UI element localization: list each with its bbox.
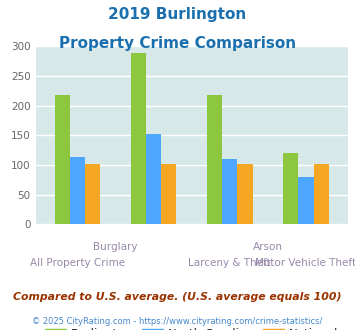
Bar [283,152,298,224]
Text: Larceny & Theft: Larceny & Theft [189,258,271,268]
Bar [146,134,161,224]
Bar [207,95,222,224]
Bar [70,157,85,224]
Bar [222,159,237,224]
Text: Motor Vehicle Theft: Motor Vehicle Theft [256,258,355,268]
Bar [313,164,329,224]
Bar [55,95,70,224]
Bar [85,164,100,224]
Text: Burglary: Burglary [93,243,138,252]
Bar [131,53,146,224]
Text: All Property Crime: All Property Crime [30,258,125,268]
Bar [237,164,253,224]
Bar [161,164,176,224]
Text: Property Crime Comparison: Property Crime Comparison [59,36,296,51]
Bar [298,178,313,224]
Text: 2019 Burlington: 2019 Burlington [108,7,247,21]
Text: Compared to U.S. average. (U.S. average equals 100): Compared to U.S. average. (U.S. average … [13,292,342,302]
Text: © 2025 CityRating.com - https://www.cityrating.com/crime-statistics/: © 2025 CityRating.com - https://www.city… [32,317,323,326]
Text: Arson: Arson [253,243,283,252]
Legend: Burlington, North Carolina, National: Burlington, North Carolina, National [40,323,343,330]
